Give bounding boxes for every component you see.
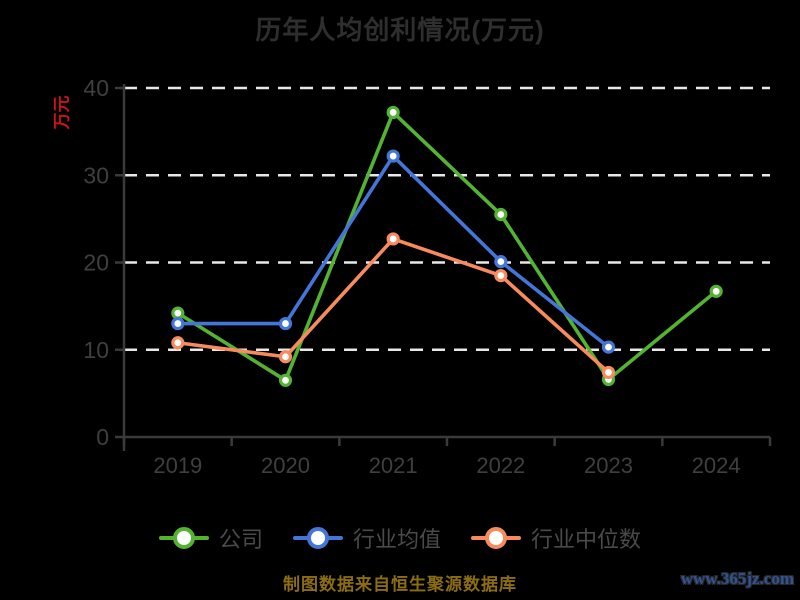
x-tick-label-2024: 2024 <box>692 453 741 478</box>
legend-item-2: 行业中位数 <box>471 522 641 554</box>
legend-circle <box>172 527 195 549</box>
data-point-s0-2019 <box>171 306 185 320</box>
x-tick-label-2022: 2022 <box>476 453 525 478</box>
legend-label: 行业均值 <box>352 527 441 552</box>
y-tick-label-0: 0 <box>96 424 109 450</box>
x-tick-label-2021: 2021 <box>369 453 418 478</box>
data-point-s2-2019 <box>171 336 185 350</box>
data-point-s1-2021 <box>386 149 400 163</box>
watermark-link[interactable]: www.365jz.com <box>680 569 794 588</box>
y-tick-label-40: 40 <box>83 75 109 101</box>
legend-label: 公司 <box>218 527 263 552</box>
data-point-s2-2022 <box>494 268 508 283</box>
legend-item-1: 行业均值 <box>292 522 441 554</box>
legend-circle <box>306 527 329 549</box>
data-point-s1-2019 <box>171 316 185 331</box>
chart-title: 历年人均创利情况(万元) <box>255 15 545 45</box>
data-point-s1-2022 <box>494 255 508 269</box>
data-point-s1-2020 <box>278 316 293 331</box>
x-tick-label-2019: 2019 <box>153 453 202 478</box>
data-point-s2-2021 <box>386 232 400 246</box>
data-point-s1-2023 <box>601 340 616 354</box>
data-point-s0-2022 <box>494 207 508 222</box>
x-tick-label-2020: 2020 <box>261 453 310 478</box>
data-point-s2-2023 <box>601 365 616 380</box>
legend: 公司 行业均值 行业中位数 <box>0 518 800 558</box>
x-tick-label-2023: 2023 <box>584 453 633 478</box>
legend-marker-icon <box>158 526 209 550</box>
legend-marker-icon <box>292 526 343 550</box>
data-point-s0-2020 <box>278 373 293 387</box>
y-tick-label-10: 10 <box>83 337 109 363</box>
data-point-s0-2021 <box>386 105 400 120</box>
series-line-2 <box>176 237 611 375</box>
legend-marker-icon <box>471 526 521 550</box>
legend-label: 行业中位数 <box>531 527 642 552</box>
series-line-1 <box>176 154 611 349</box>
y-tick-label-30: 30 <box>83 162 109 188</box>
legend-circle <box>485 527 507 549</box>
series-line-0 <box>176 110 718 383</box>
data-point-s2-2020 <box>278 350 293 364</box>
y-tick-label-20: 20 <box>83 250 109 276</box>
legend-item-0: 公司 <box>158 522 263 554</box>
data-point-s0-2024 <box>709 284 723 298</box>
data-source-note: 制图数据来自恒生聚源数据库 <box>283 575 517 594</box>
